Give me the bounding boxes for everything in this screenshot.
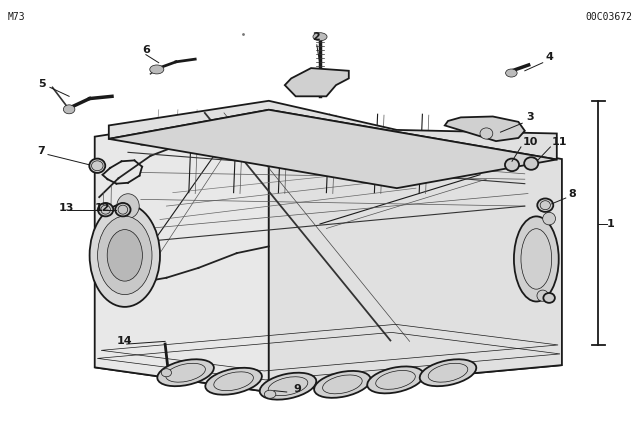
Ellipse shape <box>161 369 172 377</box>
Ellipse shape <box>543 293 555 303</box>
Text: 12: 12 <box>95 203 110 213</box>
Ellipse shape <box>205 368 262 395</box>
Text: 7: 7 <box>37 146 45 156</box>
Polygon shape <box>285 68 349 96</box>
Polygon shape <box>445 116 525 141</box>
Ellipse shape <box>116 194 140 218</box>
Text: 1: 1 <box>607 219 614 229</box>
Ellipse shape <box>313 33 327 41</box>
Text: 2: 2 <box>312 32 320 42</box>
Text: 5: 5 <box>38 79 46 89</box>
Ellipse shape <box>505 159 519 171</box>
Ellipse shape <box>150 65 164 74</box>
Ellipse shape <box>90 204 160 307</box>
Ellipse shape <box>115 203 131 216</box>
Ellipse shape <box>98 216 152 295</box>
Polygon shape <box>95 340 562 392</box>
Text: 3: 3 <box>526 112 534 122</box>
Ellipse shape <box>260 373 316 400</box>
Text: 11: 11 <box>552 138 567 147</box>
Polygon shape <box>95 110 269 392</box>
Polygon shape <box>109 101 557 159</box>
Ellipse shape <box>506 69 517 77</box>
Ellipse shape <box>367 366 424 393</box>
Ellipse shape <box>264 390 276 398</box>
Text: 00C03672: 00C03672 <box>585 12 632 22</box>
Ellipse shape <box>98 203 113 216</box>
Ellipse shape <box>157 359 214 386</box>
Text: 10: 10 <box>522 138 538 147</box>
Ellipse shape <box>538 198 553 212</box>
Ellipse shape <box>108 229 143 281</box>
Text: 8: 8 <box>568 189 576 198</box>
Ellipse shape <box>420 359 476 386</box>
Ellipse shape <box>89 159 105 173</box>
Polygon shape <box>269 110 562 392</box>
Polygon shape <box>109 110 557 188</box>
Ellipse shape <box>524 157 538 170</box>
Text: 13: 13 <box>59 203 74 213</box>
Text: 6: 6 <box>142 45 150 55</box>
Ellipse shape <box>537 290 548 301</box>
Ellipse shape <box>480 128 493 139</box>
Text: 14: 14 <box>116 336 132 346</box>
Text: M73: M73 <box>8 12 26 22</box>
Ellipse shape <box>514 216 559 302</box>
Text: 4: 4 <box>545 52 553 62</box>
Ellipse shape <box>543 212 556 225</box>
Ellipse shape <box>63 105 75 114</box>
Text: 9: 9 <box>293 384 301 394</box>
Ellipse shape <box>314 371 371 398</box>
